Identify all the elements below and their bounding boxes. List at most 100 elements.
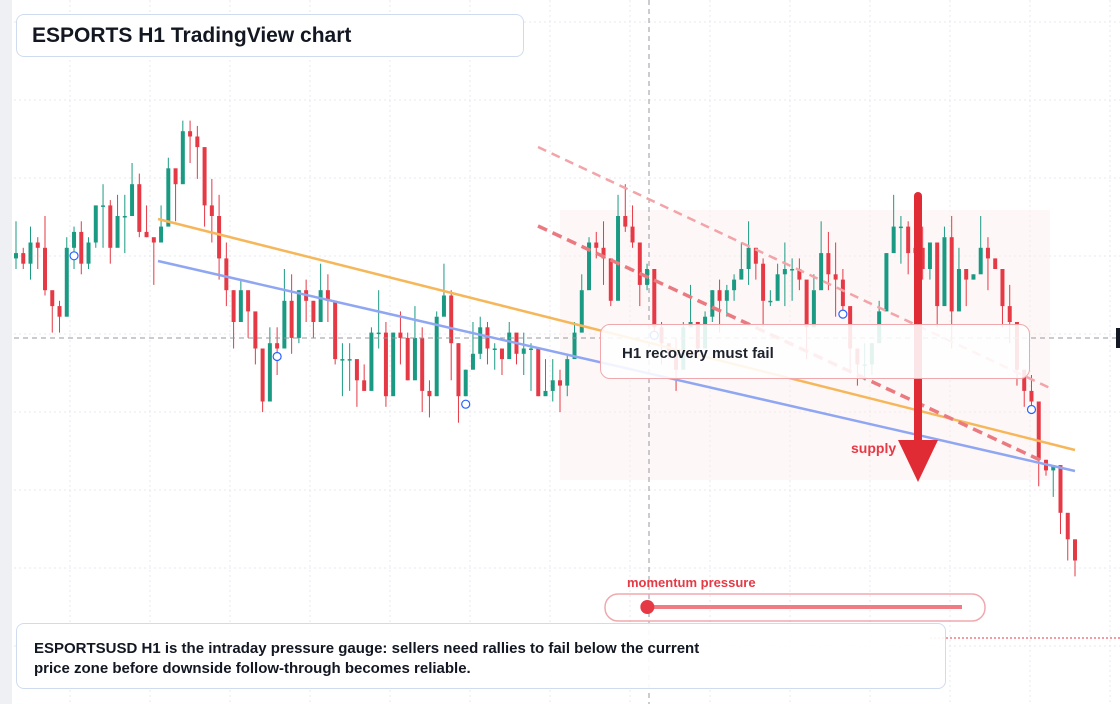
candle-body [50, 290, 55, 307]
candle-body [521, 348, 526, 354]
candle-body [311, 300, 316, 322]
candle-body [499, 348, 504, 360]
candle-body [971, 274, 976, 280]
candle-body [57, 306, 62, 317]
left-axis-strip [0, 0, 12, 704]
event-marker-icon [461, 399, 471, 409]
candle-body [1051, 465, 1056, 471]
candle-body [296, 290, 301, 338]
candle-body [72, 231, 77, 248]
candle-body [1022, 369, 1027, 391]
candle-body [710, 290, 715, 317]
candle-body [608, 258, 613, 301]
candle-body [86, 242, 91, 264]
event-marker-icon [272, 351, 282, 362]
candle-body [558, 380, 563, 386]
supply-label: supply [851, 440, 897, 456]
candle-body [753, 247, 758, 264]
candle-body [224, 258, 229, 291]
candle-body [173, 168, 178, 185]
candle-body [587, 242, 592, 291]
candle-body [340, 359, 345, 361]
candle-body [884, 253, 889, 312]
candle-body [427, 390, 432, 397]
candle-body [43, 247, 48, 291]
candle-body [1029, 390, 1034, 402]
pressure-label: momentum pressure [627, 575, 756, 590]
candle-body [195, 136, 200, 148]
candle-body [601, 247, 606, 259]
candle-body [391, 332, 396, 397]
candle-body [209, 205, 214, 216]
candle-body [383, 332, 388, 397]
candle-body [115, 216, 120, 248]
chart-title: ESPORTS H1 TradingView chart [16, 14, 524, 57]
candle-body [376, 332, 381, 335]
candle-body [920, 247, 925, 269]
candle-body [746, 247, 751, 269]
candle-body [1007, 306, 1012, 322]
candle-body [369, 332, 374, 391]
candle-body [891, 226, 896, 254]
candle-body [964, 269, 969, 280]
candle-body [275, 343, 280, 349]
candle-body [405, 337, 410, 381]
candle-body [441, 295, 446, 317]
candle-body [166, 168, 171, 227]
candle-body [217, 216, 222, 259]
caption-line-2: price zone before downside follow-throug… [34, 660, 471, 677]
candle-body [333, 300, 338, 360]
candle-body [35, 242, 40, 248]
candle-body [630, 226, 635, 243]
candle-body [804, 279, 809, 328]
candle-body [623, 216, 628, 227]
candle-body [231, 290, 236, 322]
candle-body [1073, 539, 1077, 561]
candle-body [485, 327, 490, 349]
candle-body [64, 247, 69, 317]
candle-body [724, 290, 729, 301]
annotation-note: H1 recovery must fail [600, 324, 1030, 379]
candle-body [550, 380, 555, 391]
caption-line-1: ESPORTSUSD H1 is the intraday pressure g… [34, 640, 700, 657]
candle-body [811, 290, 816, 328]
candle-body [652, 269, 657, 328]
candle-body [768, 300, 773, 303]
candle-body [797, 269, 802, 280]
candle-body [478, 327, 483, 354]
candle-body [927, 242, 932, 269]
candle-body [826, 253, 831, 275]
candle-body [470, 353, 475, 370]
candle-body [14, 253, 18, 259]
candle-body [180, 131, 185, 185]
candle-body [246, 290, 251, 312]
caption-box: ESPORTSUSD H1 is the intraday pressure g… [16, 623, 946, 689]
candle-body [761, 263, 766, 301]
candle-body [463, 369, 468, 397]
candle-body [572, 332, 577, 360]
candle-body [130, 184, 135, 216]
candle-body [202, 147, 207, 206]
candle-body [717, 290, 722, 301]
candle-body [412, 337, 417, 381]
candle-body [21, 253, 26, 264]
candle-body [159, 226, 164, 243]
candle-body [507, 332, 512, 360]
candle-body [616, 216, 621, 301]
candle-body [267, 343, 272, 402]
candle-body [1000, 269, 1005, 307]
candle-body [898, 226, 903, 229]
candle-body [398, 332, 403, 338]
candle-body [449, 295, 454, 344]
candle-body [79, 231, 84, 264]
candle-body [840, 279, 845, 307]
candle-body [1036, 401, 1041, 460]
candle-body [579, 290, 584, 333]
candle-body [253, 311, 258, 349]
pressure-gauge-knob [640, 600, 655, 614]
candle-body [325, 290, 330, 301]
event-marker-icon [838, 309, 848, 319]
candle-body [543, 390, 548, 397]
candle-body [122, 216, 127, 218]
candle-body [775, 274, 780, 301]
